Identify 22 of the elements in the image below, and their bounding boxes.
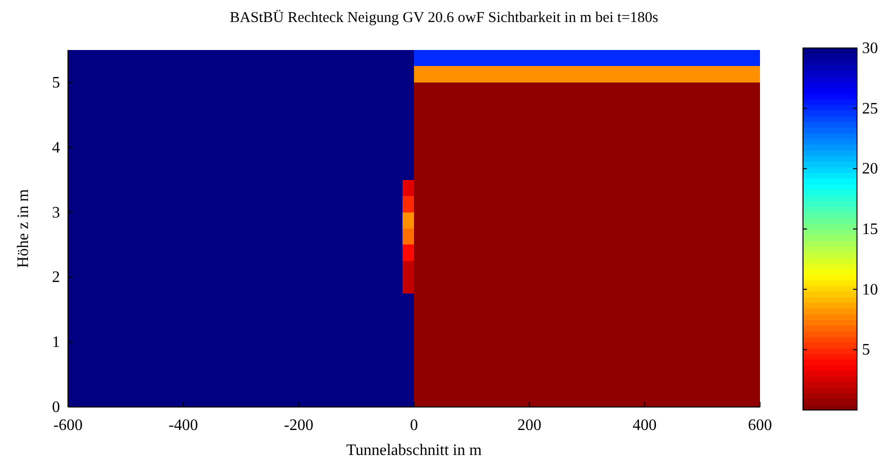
chart-title: BAStBÜ Rechteck Neigung GV 20.6 owF Sichtbarkeit in m bei t=180s — [230, 9, 658, 26]
y-tick-label: 3 — [52, 204, 60, 222]
x-tick-label: 600 — [748, 417, 772, 434]
y-tick-label: 2 — [52, 269, 60, 286]
x-tick-label: 400 — [632, 417, 657, 434]
x-tick-label: 200 — [517, 417, 542, 434]
x-tick-label: -400 — [168, 417, 198, 434]
x-tick-label: -200 — [284, 417, 314, 434]
color-bar-label: 25 — [862, 100, 878, 118]
x-axis-title: Tunnelabschnitt in m — [346, 442, 482, 459]
x-tick-label: 0 — [410, 417, 418, 434]
color-bar-label: 30 — [862, 40, 878, 57]
y-tick-label: 4 — [52, 139, 60, 156]
color-bar-label: 15 — [862, 221, 878, 238]
color-bar-label: 10 — [862, 281, 878, 298]
color-bar-label: 20 — [862, 160, 878, 178]
color-bar-label: 5 — [862, 342, 870, 359]
y-axis-title: Höhe z in m — [15, 188, 32, 268]
x-tick-label: -600 — [53, 417, 83, 434]
y-tick-label: 5 — [52, 74, 60, 92]
y-tick-label: 1 — [52, 334, 60, 352]
y-tick-label: 0 — [52, 399, 60, 416]
